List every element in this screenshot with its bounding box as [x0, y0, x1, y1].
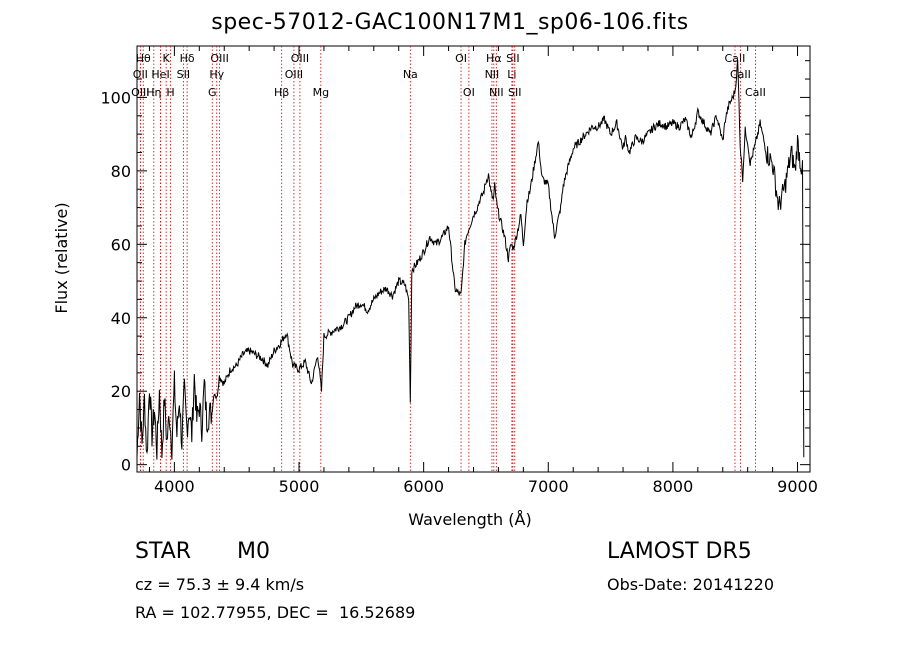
object-subclass: M0 — [237, 539, 270, 564]
spectral-line-label: Hα — [486, 52, 502, 65]
y-tick-label: 40 — [111, 309, 131, 328]
spectral-line-label: SII — [177, 68, 190, 81]
y-axis-label: Flux (relative) — [52, 202, 71, 314]
spectral-line-label: K — [163, 52, 171, 65]
plot-frame — [136, 45, 811, 473]
survey-name: LAMOST DR5 — [607, 539, 752, 564]
coordinates: RA = 102.77955, DEC = 16.52689 — [135, 603, 416, 622]
spectral-line-label: Mg — [313, 86, 329, 99]
x-tick-label: 9000 — [777, 477, 818, 496]
spectral-line-label: SII — [508, 86, 521, 99]
spectral-line-label: OIII — [131, 86, 149, 99]
spectrum-line — [136, 59, 805, 460]
redshift-velocity: cz = 75.3 ± 9.4 km/s — [135, 575, 305, 594]
spectral-line-label: Na — [403, 68, 418, 81]
x-tick-label: 4000 — [154, 477, 195, 496]
x-tick-label: 7000 — [528, 477, 569, 496]
spectral-line-label: OI — [455, 52, 467, 65]
spectral-line-label: Hβ — [274, 86, 289, 99]
y-tick-label: 20 — [111, 382, 131, 401]
y-tick-label: 60 — [111, 235, 131, 254]
spectral-line-label: OIII — [291, 52, 309, 65]
spectral-line-label: G — [208, 86, 217, 99]
spectral-line-label: Hγ — [209, 68, 224, 81]
spectral-line-label: SII — [506, 52, 519, 65]
object-type: STAR — [135, 539, 192, 564]
x-tick-label: 5000 — [279, 477, 320, 496]
spectral-line-label: CaII — [730, 68, 751, 81]
spectral-line-label: CaII — [725, 52, 746, 65]
y-tick-label: 100 — [100, 88, 131, 107]
spectral-line-label: Hδ — [180, 52, 195, 65]
spectral-line-label: Hθ — [136, 52, 151, 65]
observation-date: Obs-Date: 20141220 — [607, 575, 775, 594]
x-tick-label: 6000 — [403, 477, 444, 496]
spectral-line-label: Hη — [146, 86, 161, 99]
x-axis-label: Wavelength (Å) — [408, 510, 532, 529]
spectral-line-label: OIII — [210, 52, 228, 65]
spectral-line-label: NII — [485, 68, 500, 81]
spectral-line-label: OIII — [285, 68, 303, 81]
spectral-line-label: OI — [463, 86, 475, 99]
spectral-line-label: CaII — [745, 86, 766, 99]
x-tick-label: 8000 — [653, 477, 694, 496]
spectral-line-label: NII — [489, 86, 504, 99]
spectral-line-label: HeI — [151, 68, 169, 81]
chart-title: spec-57012-GAC100N17M1_sp06-106.fits — [211, 10, 689, 35]
spectral-line-label: Li — [507, 68, 516, 81]
y-tick-label: 0 — [121, 456, 131, 475]
spectral-line-label: H — [166, 86, 174, 99]
y-tick-label: 80 — [111, 162, 131, 181]
